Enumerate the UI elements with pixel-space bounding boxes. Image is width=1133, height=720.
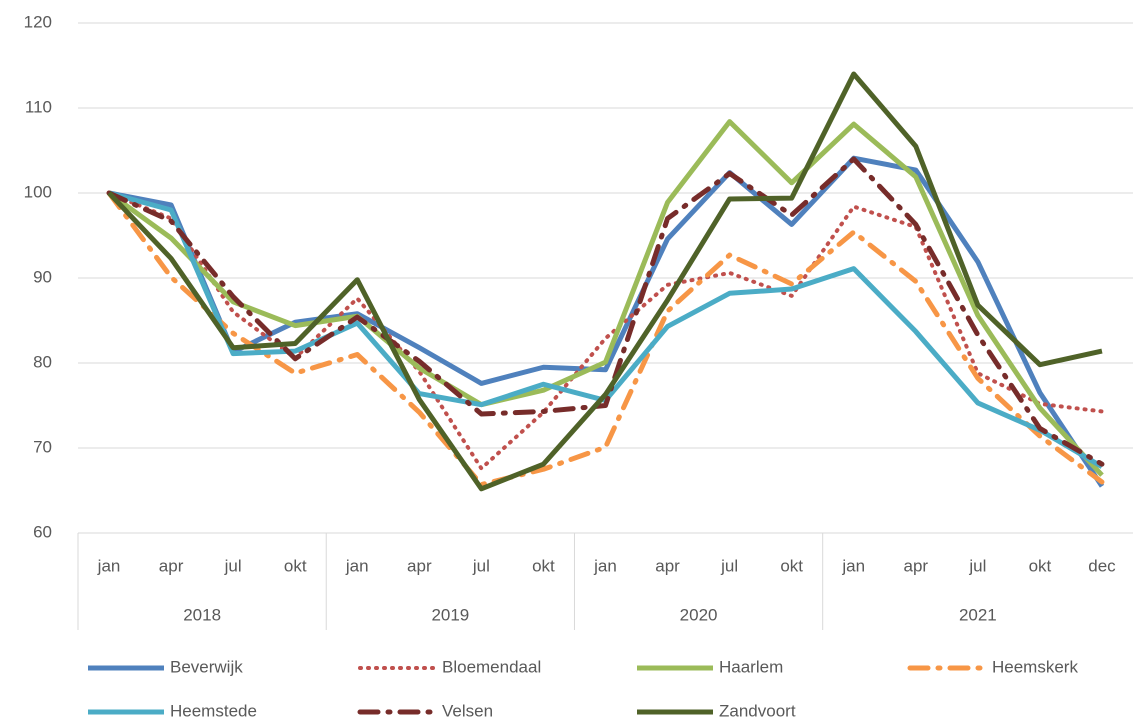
legend-label: Zandvoort (719, 701, 796, 720)
x-group-label: 2019 (431, 605, 469, 624)
legend-label: Beverwijk (170, 657, 243, 676)
x-tick-label: dec (1088, 556, 1116, 575)
legend-label: Bloemendaal (442, 657, 541, 676)
x-group-label: 2021 (959, 605, 997, 624)
x-group-label: 2020 (680, 605, 718, 624)
x-tick-label: apr (159, 556, 184, 575)
legend-label: Velsen (442, 701, 493, 720)
x-tick-label: apr (655, 556, 680, 575)
x-tick-label: jul (224, 556, 242, 575)
y-tick-label: 80 (33, 352, 52, 371)
x-tick-label: jul (968, 556, 986, 575)
x-tick-label: jul (472, 556, 490, 575)
series-line (106, 156, 1105, 467)
x-tick-label: jan (97, 556, 121, 575)
series-line (106, 190, 1105, 488)
x-tick-label: okt (780, 556, 803, 575)
x-tick-label: okt (1029, 556, 1052, 575)
y-tick-label: 100 (24, 182, 52, 201)
x-tick-label: jan (841, 556, 865, 575)
y-tick-label: 120 (24, 12, 52, 31)
x-tick-label: okt (284, 556, 307, 575)
x-group-label: 2018 (183, 605, 221, 624)
x-tick-label: jul (720, 556, 738, 575)
legend-label: Haarlem (719, 657, 783, 676)
y-tick-label: 70 (33, 437, 52, 456)
legend-label: Heemskerk (992, 657, 1078, 676)
x-tick-label: jan (593, 556, 617, 575)
y-tick-label: 110 (25, 97, 52, 116)
series-line (107, 71, 1103, 492)
legend-label: Heemstede (170, 701, 257, 720)
series-line (107, 119, 1104, 477)
x-tick-label: okt (532, 556, 555, 575)
series-line (107, 191, 1104, 471)
x-tick-label: apr (904, 556, 929, 575)
x-tick-label: apr (407, 556, 432, 575)
x-tick-label: jan (345, 556, 369, 575)
y-tick-label: 60 (33, 522, 52, 541)
y-tick-label: 90 (33, 267, 52, 286)
